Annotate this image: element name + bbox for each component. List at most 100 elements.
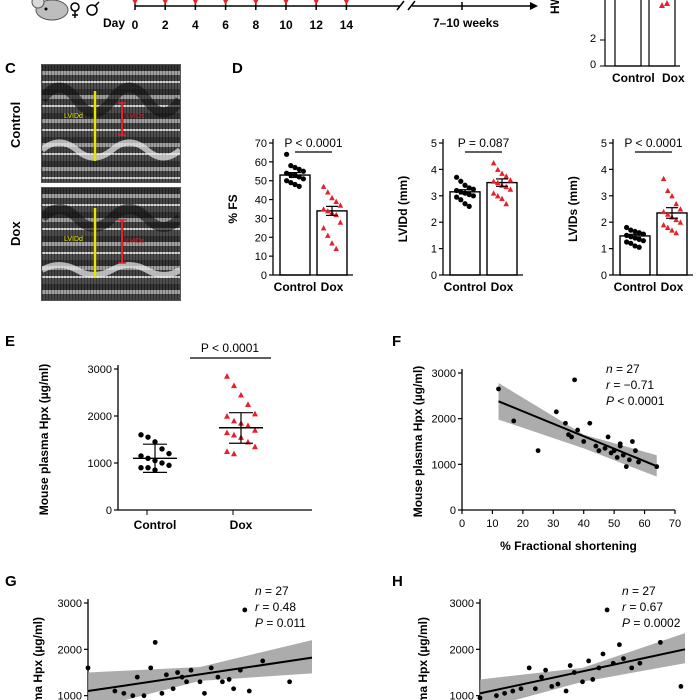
data-point [466,203,472,209]
data-point [333,198,339,204]
timeline-day: 8 [252,18,259,32]
dose-marker [283,0,289,5]
data-point [610,660,616,666]
data-point [611,448,617,454]
data-point [569,434,574,440]
data-point [152,639,158,645]
data-point [587,420,593,426]
x-axis-label: % Fractional shortening [500,539,637,553]
x-category-label: Control [614,280,657,294]
data-point [575,427,581,433]
stat-n-value: = 27 [629,584,656,598]
data-point [617,642,622,648]
mouse-icon [31,0,69,21]
data-point [549,684,555,689]
stat-p-value: < 0.0001 [614,394,665,408]
data-point [284,170,290,176]
data-point [553,409,559,415]
timeline-day: 4 [192,18,199,32]
y-axis-label: Plasma Hpx (µg/ml) [31,617,45,700]
stat-p: P = 0.0002 [622,616,681,630]
data-point [300,168,306,174]
data-point [629,665,635,671]
data-point [586,658,592,664]
plasma-hpx-dot-plot: 0 1000 2000 3000 Mouse plasma Hpx (µg/ml) Con… [37,341,312,532]
female-symbol-icon [70,2,80,18]
data-point [320,225,327,231]
y-tick-label: 0 [601,270,607,282]
y-tick-label: 2000 [88,411,112,423]
timeline-day: 10 [279,18,293,32]
data-point [602,445,608,451]
data-point [636,459,641,465]
data-point [495,166,501,172]
data-point [477,695,483,700]
y-tick-label: 2 [601,217,607,229]
y-tick-label: 1000 [58,691,82,700]
data-point [284,178,290,184]
y-tick-label: 4 [431,164,437,176]
timeline-day: 2 [162,18,169,32]
y-tick-label: 1 [601,244,607,256]
y-tick-label: 1 [431,244,437,256]
data-point [454,187,460,194]
regression-line [479,648,686,695]
y-axis-label: Mouse plasma Hpx (µg/ml) [411,366,425,518]
panel-letter-e: E [5,333,16,350]
data-point [677,219,684,225]
data-point [470,193,476,199]
timeline: 0 2 4 6 8 10 12 14 [31,0,538,32]
data-point [458,197,464,203]
data-point [462,201,468,207]
dose-marker [132,0,138,5]
y-tick-label: 10 [255,251,267,263]
data-point [130,693,136,699]
x-category-label: Control [134,518,177,532]
x-category-label: Dox [491,280,514,294]
y-tick-label: 50 [255,176,267,188]
stat-p-value: = 0.011 [263,616,306,630]
data-point [604,607,610,613]
data-point [252,427,258,433]
data-point [329,240,335,246]
dose-marker [253,0,259,5]
timeline-day: 0 [132,18,139,32]
panel-letter-f: F [392,333,402,350]
y-tick-label: 1000 [432,459,456,471]
y-axis-label: Mouse plasma Hpx (µg/ml) [37,364,51,516]
timeline-day-label: Day [103,16,126,30]
data-point [231,431,237,438]
bar [279,174,311,276]
data-point [495,193,501,199]
data-point [320,183,327,189]
y-tick-label: 20 [255,232,267,244]
echo-row-label-control: Control [8,101,23,148]
data-point [288,172,294,178]
data-point [567,663,573,668]
panel-b-ylabel: HW/TL ( [548,0,562,14]
stat-n-value: = 27 [613,362,640,376]
data-point [665,224,671,230]
x-tick-label: 0 [459,518,465,530]
data-point [665,211,671,217]
data-point [458,178,464,184]
data-point [617,441,623,447]
data-point [507,186,514,192]
data-point [333,245,339,252]
data-point [288,163,294,169]
y-tick-label: 5 [431,138,437,150]
data-point [669,227,675,233]
data-point [220,679,225,685]
data-point [238,391,244,398]
y-tick-label: 1000 [450,691,474,700]
dose-marker [343,0,349,5]
data-point [296,166,302,172]
y-tick-label: 5 [601,138,607,150]
echo-image-dox: LVIDd LVIDs [41,187,181,301]
data-point [184,679,189,685]
stat-r-value: = 0.48 [259,600,296,614]
data-point [543,667,548,673]
data-point [490,160,497,166]
panel-b-partial [600,0,680,67]
stat-r-value: = −0.71 [610,378,654,392]
